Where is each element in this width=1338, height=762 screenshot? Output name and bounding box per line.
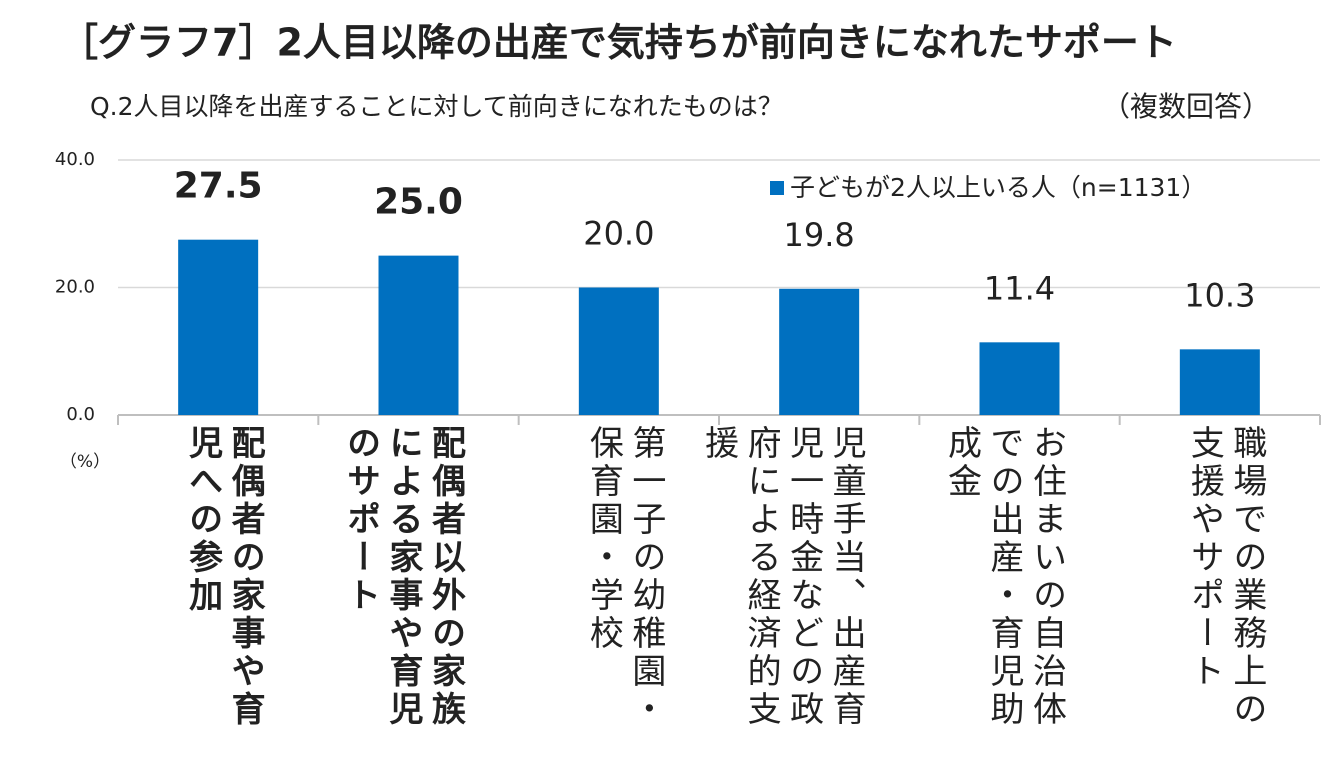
x-tick-label: 配偶者以外の家族による家事や育児のサポート <box>340 425 466 729</box>
chart-title: ［グラフ7］2人目以降の出産で気持ちが前向きになれたサポート <box>60 21 1177 65</box>
x-tick-label: お住まいの自治体での出産・育児助成金 <box>941 425 1067 729</box>
chart-subtitle: Q.2人目以降を出産することに対して前向きになれたものは？ <box>90 92 783 121</box>
bar <box>378 255 459 415</box>
data-label: 20.0 <box>583 215 654 253</box>
data-label: 27.5 <box>174 166 263 207</box>
legend-swatch <box>770 181 784 195</box>
bar <box>578 287 659 415</box>
x-tick-label: 配偶者の家事や育児への参加 <box>182 425 266 729</box>
y-tick-label: 40.0 <box>55 149 95 170</box>
bar <box>979 342 1060 415</box>
y-tick-label: 0.0 <box>66 404 95 425</box>
bar <box>1179 349 1260 415</box>
note: （複数回答） <box>1102 90 1270 123</box>
data-label: 10.3 <box>1184 276 1255 314</box>
x-tick-label: 職場での業務上の支援やサポート <box>1184 425 1267 729</box>
x-tick-label: 児童手当、出産育児一時金などの政府による経済的支援 <box>698 425 867 729</box>
legend-label: 子どもが2人以上いる人（n=1131） <box>790 173 1206 202</box>
data-label: 11.4 <box>984 269 1055 307</box>
y-tick-label: 20.0 <box>55 277 95 298</box>
bar <box>779 288 860 415</box>
data-label: 25.0 <box>374 182 463 223</box>
bar <box>178 239 259 415</box>
data-label: 19.8 <box>784 216 855 254</box>
x-tick-label: 第一子の幼稚園・保育園・学校 <box>583 425 666 729</box>
y-unit: （%） <box>60 452 110 472</box>
